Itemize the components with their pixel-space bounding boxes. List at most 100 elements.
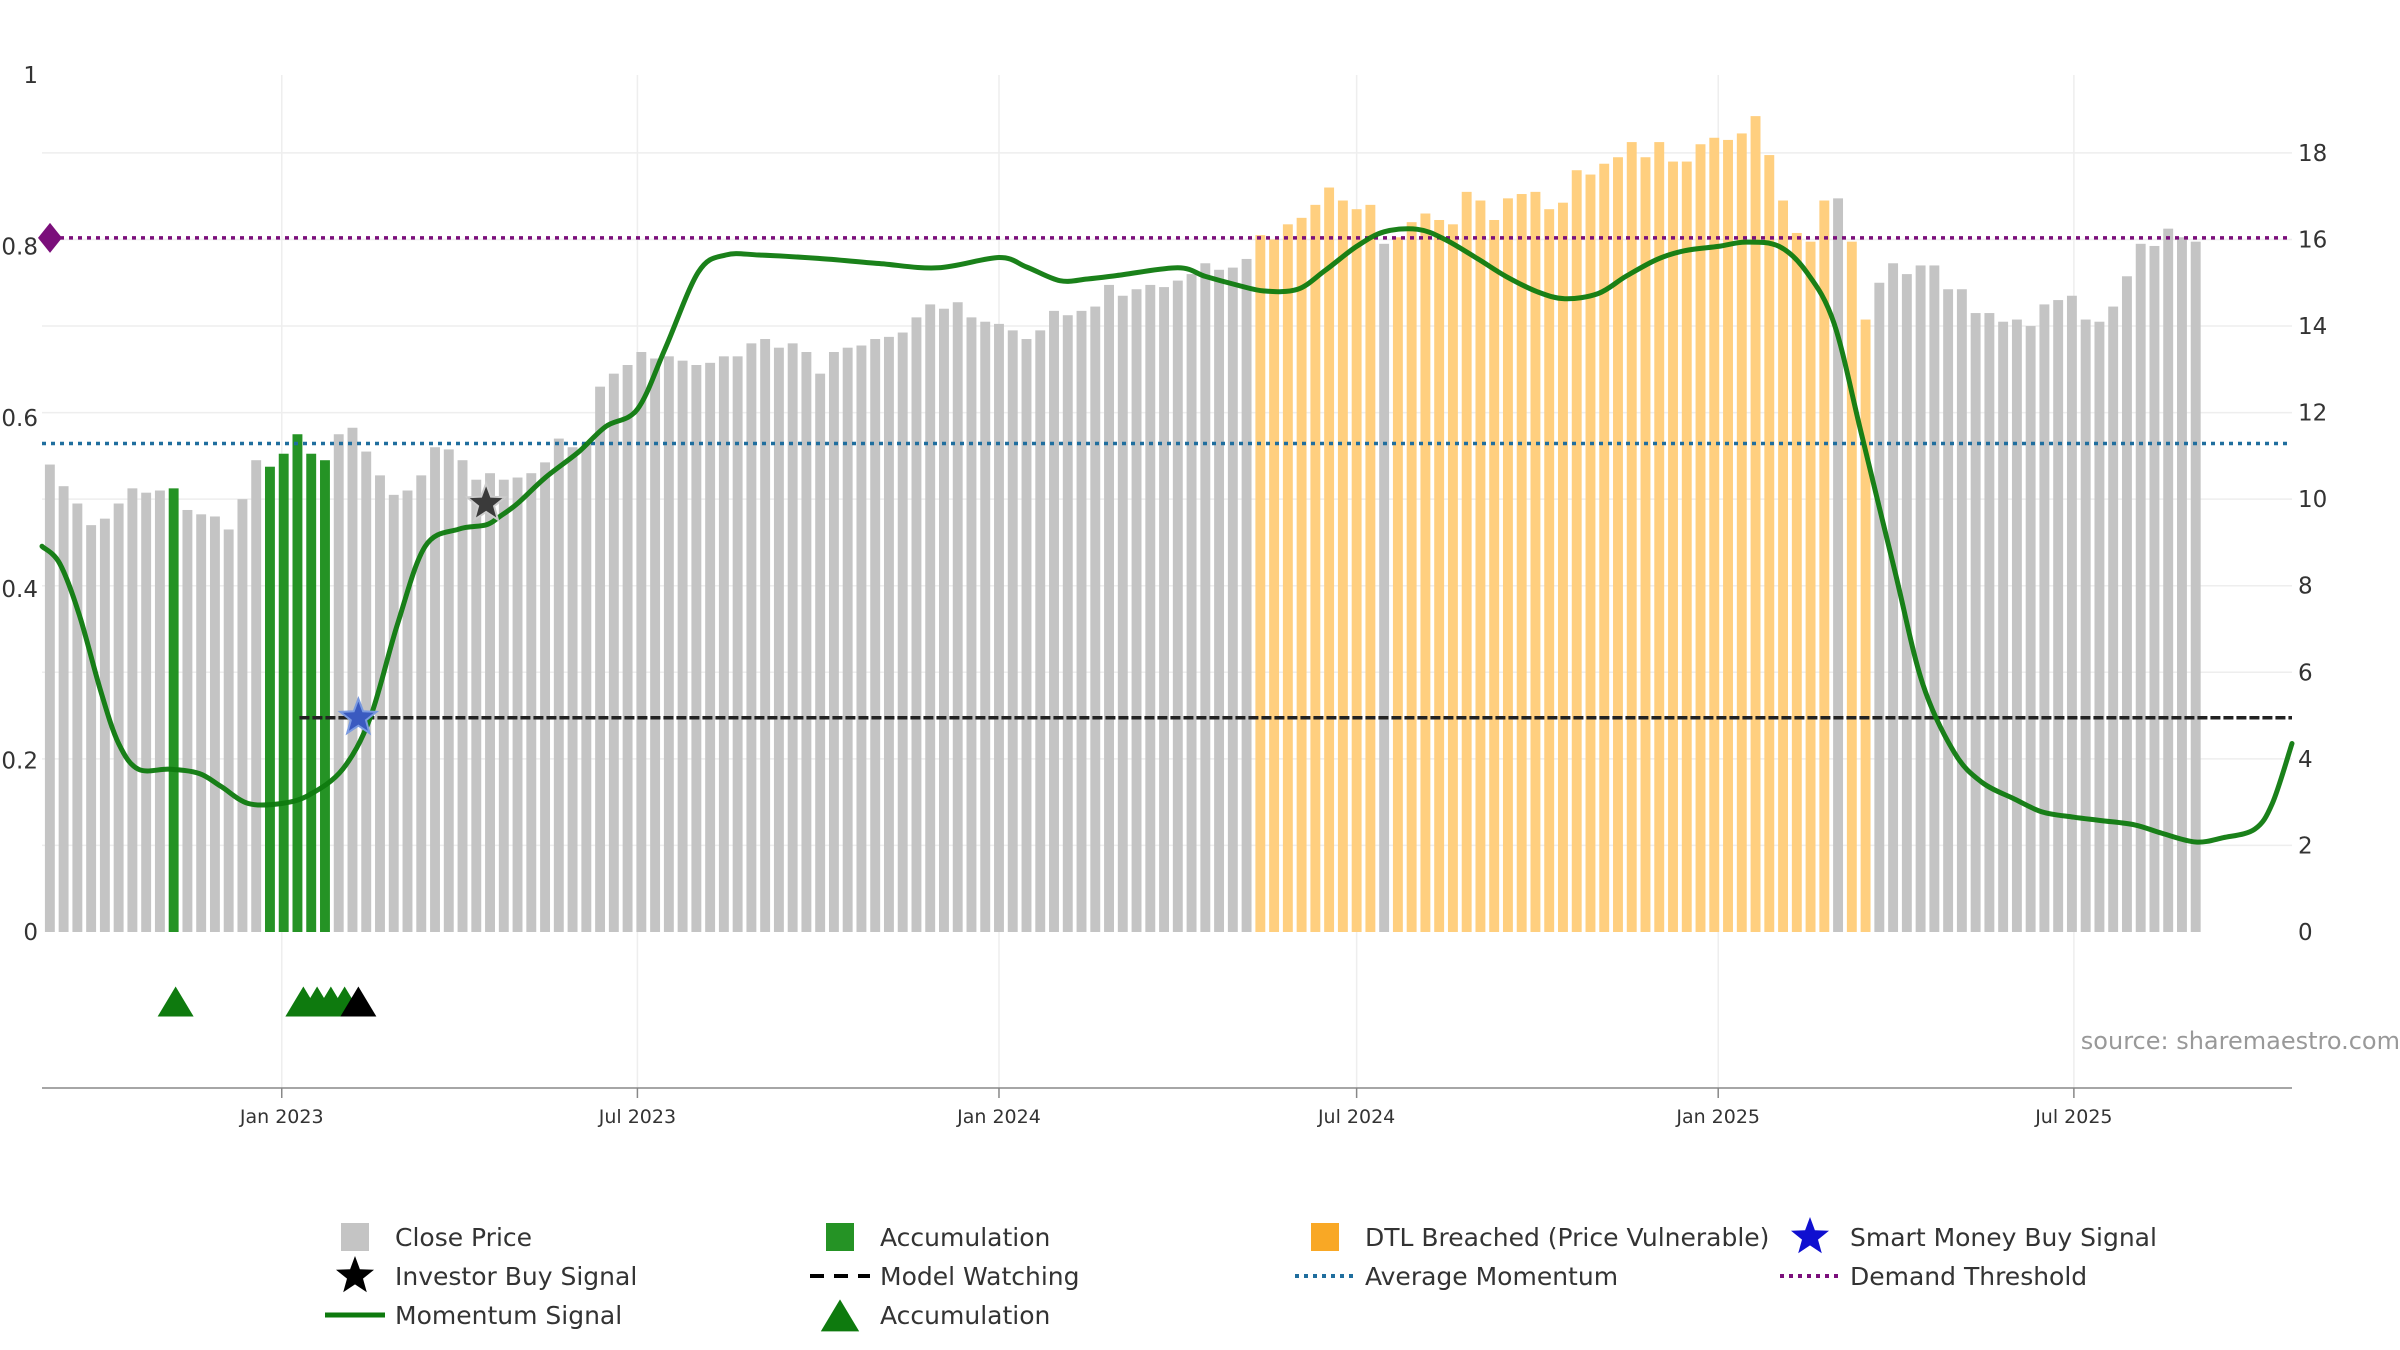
price-bar bbox=[2039, 304, 2050, 932]
price-bar bbox=[1186, 274, 1197, 932]
legend-accumulation-triangle bbox=[820, 1299, 860, 1332]
x-axis-tick-label: Jan 2023 bbox=[239, 1106, 324, 1128]
price-bar bbox=[2177, 237, 2187, 932]
price-bar bbox=[1062, 315, 1073, 932]
price-bar bbox=[1049, 310, 1059, 932]
legend-label: Smart Money Buy Signal bbox=[1850, 1223, 2157, 1252]
price-bar bbox=[1131, 289, 1142, 932]
x-axis-tick-label: Jan 2024 bbox=[956, 1106, 1041, 1128]
investor-triangle bbox=[340, 986, 377, 1017]
price-bar bbox=[1502, 198, 1513, 932]
price-bar bbox=[870, 339, 881, 932]
price-bar bbox=[663, 356, 674, 932]
price-bar bbox=[1145, 284, 1156, 932]
price-bar bbox=[732, 356, 743, 932]
price-bar bbox=[2066, 295, 2077, 932]
price-bar bbox=[1833, 198, 1844, 932]
price-bar bbox=[1640, 157, 1651, 933]
price-bar bbox=[1214, 269, 1225, 933]
price-bar bbox=[567, 447, 578, 932]
legend-item-smart: Smart Money Buy Signal bbox=[1850, 1223, 2157, 1252]
price-bar bbox=[1626, 142, 1637, 932]
legend-label: Investor Buy Signal bbox=[395, 1262, 637, 1291]
price-bar bbox=[1970, 313, 1981, 932]
demand-threshold-marker bbox=[38, 222, 62, 253]
legend-item-investor: Investor Buy Signal bbox=[395, 1262, 637, 1291]
legend-item-watching: Model Watching bbox=[810, 1262, 1080, 1291]
left-axis-tick-label: 1 bbox=[23, 63, 38, 89]
price-bar bbox=[994, 323, 1004, 933]
price-bar bbox=[1269, 239, 1280, 933]
x-axis-tick-label: Jul 2025 bbox=[2034, 1106, 2112, 1128]
price-bar bbox=[939, 308, 949, 932]
price-bar bbox=[375, 475, 385, 932]
price-bar bbox=[457, 460, 468, 932]
price-bar bbox=[237, 499, 248, 932]
price-bar bbox=[113, 503, 124, 932]
price-bar bbox=[677, 360, 688, 933]
price-bar bbox=[650, 358, 661, 932]
price-bar bbox=[1805, 241, 1816, 932]
right-axis-tick-label: 18 bbox=[2298, 141, 2327, 167]
x-axis-tick-label: Jan 2025 bbox=[1675, 1106, 1760, 1128]
right-axis-tick-label: 12 bbox=[2298, 401, 2327, 427]
price-bar bbox=[636, 352, 647, 932]
price-bar bbox=[1530, 191, 1541, 932]
price-bar bbox=[1791, 232, 1802, 933]
price-bar bbox=[1915, 265, 1926, 932]
price-bar bbox=[911, 317, 922, 932]
right-axis-tick-label: 0 bbox=[2298, 920, 2313, 946]
source-label: source: sharemaestro.com bbox=[2081, 1027, 2400, 1055]
legend-label: Close Price bbox=[395, 1223, 532, 1252]
price-bar bbox=[1723, 139, 1733, 932]
price-bar bbox=[2149, 245, 2160, 933]
price-bar bbox=[1406, 222, 1417, 932]
price-bar bbox=[443, 449, 454, 932]
right-axis-tick-label: 6 bbox=[2298, 660, 2313, 686]
price-bar bbox=[980, 321, 991, 932]
price-bar bbox=[1310, 204, 1321, 932]
price-bar bbox=[209, 516, 220, 932]
price-bar bbox=[471, 479, 482, 932]
price-bar bbox=[1365, 204, 1376, 932]
left-axis-tick-label: 0.2 bbox=[1, 749, 38, 775]
price-bar bbox=[223, 529, 234, 932]
price-bar bbox=[127, 488, 138, 932]
price-bar bbox=[1764, 155, 1775, 932]
price-bar bbox=[1681, 161, 1692, 932]
price-bar bbox=[787, 343, 798, 933]
legend-investor-star bbox=[336, 1256, 374, 1293]
price-bar bbox=[1846, 241, 1857, 932]
right-axis-tick-label: 4 bbox=[2298, 747, 2313, 773]
price-bar bbox=[99, 518, 110, 932]
price-bar bbox=[1420, 213, 1431, 932]
right-axis-tick-label: 10 bbox=[2298, 487, 2327, 513]
price-bar bbox=[1159, 287, 1170, 933]
price-bar bbox=[416, 475, 427, 932]
price-bar bbox=[430, 447, 440, 932]
price-bar bbox=[828, 352, 839, 932]
price-bar bbox=[2135, 243, 2146, 932]
price-bar bbox=[1351, 209, 1362, 933]
price-bar bbox=[154, 490, 165, 932]
price-bar bbox=[2121, 276, 2132, 932]
price-bar bbox=[1516, 194, 1527, 932]
price-bar bbox=[1984, 313, 1995, 932]
price-bar bbox=[2094, 321, 2105, 932]
legend-label: Accumulation bbox=[880, 1301, 1050, 1330]
momentum-layer bbox=[39, 226, 2295, 845]
legend-label: Model Watching bbox=[880, 1262, 1080, 1291]
price-bar bbox=[1035, 330, 1046, 933]
price-bar bbox=[883, 336, 894, 933]
price-bar bbox=[72, 503, 83, 932]
price-bar bbox=[168, 488, 179, 932]
price-bar bbox=[1489, 219, 1500, 932]
price-bar bbox=[58, 486, 69, 932]
right-axis-tick-label: 2 bbox=[2298, 833, 2313, 859]
price-bar bbox=[553, 438, 564, 932]
x-axis-tick-label: Jul 2023 bbox=[598, 1106, 676, 1128]
legend-label: Momentum Signal bbox=[395, 1301, 622, 1330]
right-axis-tick-label: 14 bbox=[2298, 314, 2327, 340]
price-bar bbox=[292, 434, 303, 932]
